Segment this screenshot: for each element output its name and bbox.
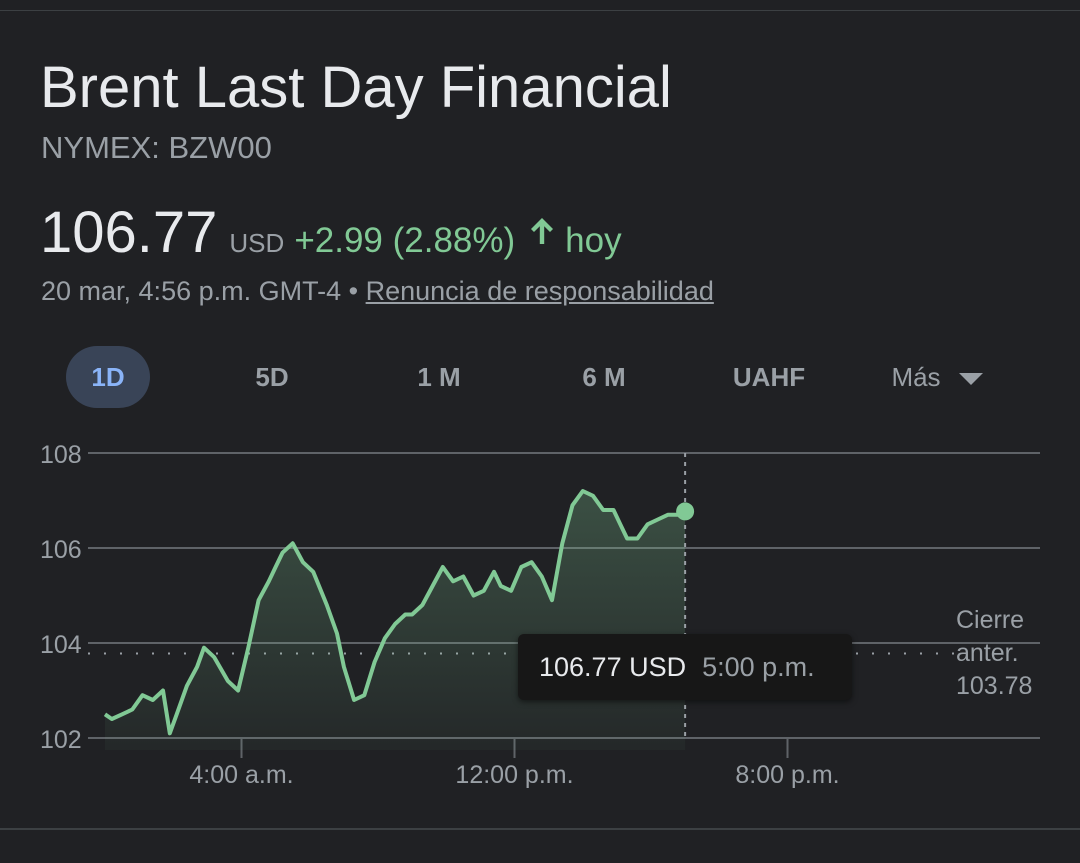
quote-timestamp: 20 mar, 4:56 p.m. GMT-4 [41, 276, 342, 306]
series-line [103, 489, 686, 736]
tab-6m[interactable]: 6 M [582, 362, 626, 392]
x-tick-label: 12:00 p.m. [455, 761, 573, 789]
timestamp-row: 20 mar, 4:56 p.m. GMT-4 • Renuncia de re… [41, 274, 714, 308]
series-area [105, 491, 686, 750]
y-tick-label: 106 [40, 536, 82, 564]
arrow-up-icon [529, 216, 555, 251]
currency-label: USD [229, 228, 285, 258]
range-tabs: 1D 5D 1 M 6 M UAHF Más [0, 346, 1080, 408]
price-row: 106.77 USD +2.99 (2.88%) hoy [40, 198, 622, 268]
bottom-divider [0, 828, 1080, 830]
prev-close-line2: anter. [956, 639, 1019, 667]
ticker-symbol: NYMEX: BZW00 [41, 130, 272, 165]
price-chart[interactable]: 108 106 104 102 4:00 a.m. 12:00 p.m. 8:00 p.m. [0, 430, 1080, 810]
tab-1d[interactable]: 1D [66, 346, 150, 408]
current-price: 106.77 [40, 200, 218, 265]
disclaimer-link[interactable]: Renuncia de responsabilidad [365, 276, 714, 306]
separator-dot: • [348, 276, 359, 306]
y-tick-label: 108 [40, 441, 82, 469]
tooltip-time: 5:00 p.m. [702, 651, 815, 682]
previous-close-label: Cierre anter. 103.78 [956, 604, 1066, 703]
tab-1m[interactable]: 1 M [417, 362, 461, 392]
x-tick-label: 8:00 p.m. [735, 761, 839, 789]
more-label: Más [891, 362, 941, 392]
y-tick-label: 104 [40, 631, 82, 659]
chart-tooltip: 106.77 USD 5:00 p.m. [518, 634, 852, 700]
instrument-title: Brent Last Day Financial [40, 55, 672, 120]
x-tick-label: 4:00 a.m. [189, 761, 293, 789]
caret-down-icon [958, 373, 983, 386]
prev-close-line1: Cierre [956, 606, 1025, 634]
y-tick-label: 102 [40, 726, 82, 754]
more-ranges-button[interactable]: Más [872, 346, 1002, 408]
tab-ytd[interactable]: UAHF [732, 362, 806, 392]
top-divider [0, 10, 1080, 11]
price-change: +2.99 (2.88%) [294, 221, 516, 260]
current-point [676, 502, 695, 521]
change-period: hoy [565, 221, 622, 260]
tooltip-price: 106.77 USD [539, 651, 687, 682]
tab-5d[interactable]: 5D [255, 362, 289, 392]
prev-close-value: 103.78 [956, 672, 1033, 700]
